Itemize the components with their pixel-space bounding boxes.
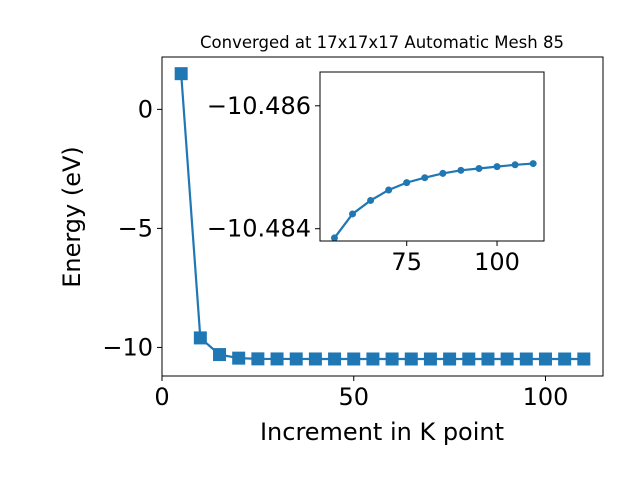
inset-y-tick-label: −10.484: [207, 215, 311, 243]
main-data-point: [193, 331, 207, 345]
inset-data-point: [349, 210, 357, 218]
inset-series-line: [333, 162, 534, 239]
main-data-point: [174, 67, 188, 81]
main-data-point: [519, 352, 533, 366]
main-data-point: [385, 352, 399, 366]
main-plot-frame: [161, 56, 604, 377]
main-data-point: [251, 352, 265, 366]
inset-data-point: [330, 234, 338, 242]
main-data-point: [423, 352, 437, 366]
inset-data-point: [403, 179, 411, 187]
inset-plot: 75 100 −10.486 −10.484: [207, 71, 545, 276]
main-y-tick-label: −10: [102, 333, 153, 361]
inset-data-point: [493, 163, 501, 171]
inset-data-point: [439, 169, 447, 177]
inset-x-tick-label: 75: [391, 248, 422, 276]
main-data-point: [213, 348, 227, 362]
main-data-point: [308, 352, 322, 366]
inset-data-point: [475, 164, 483, 172]
main-data-point: [232, 351, 246, 365]
main-data-point: [558, 352, 572, 366]
main-data-point: [270, 352, 284, 366]
inset-data-point: [511, 161, 519, 169]
main-data-point: [366, 352, 380, 366]
main-data-point: [443, 352, 457, 366]
main-x-tick-label: 50: [338, 383, 369, 411]
inset-y-tick-label: −10.486: [207, 92, 311, 120]
main-y-tick-label: 0: [138, 95, 153, 123]
main-y-tick-label: −5: [118, 214, 153, 242]
main-data-point: [289, 352, 303, 366]
inset-data-point: [421, 174, 429, 182]
main-data-point: [481, 352, 495, 366]
main-data-point: [577, 352, 591, 366]
x-axis-label: Increment in K point: [260, 418, 504, 446]
inset-x-tick-label: 100: [474, 248, 520, 276]
inset-data-point: [457, 166, 465, 174]
inset-data-point: [367, 196, 375, 204]
main-data-point: [538, 352, 552, 366]
main-x-tick-label: 100: [523, 383, 569, 411]
y-axis-label: Energy (eV): [58, 146, 86, 288]
main-x-tick-label: 0: [154, 383, 169, 411]
inset-plot-frame: [319, 71, 545, 242]
inset-data-point: [385, 186, 393, 194]
main-data-point: [500, 352, 514, 366]
main-data-point: [404, 352, 418, 366]
main-data-point: [462, 352, 476, 366]
main-data-point: [347, 352, 361, 366]
main-plot: 0 50 100 0 −5 −10: [102, 56, 604, 411]
inset-data-point: [529, 160, 537, 168]
main-series-line: [180, 73, 584, 361]
main-data-point: [328, 352, 342, 366]
chart-title: Converged at 17x17x17 Automatic Mesh 85: [200, 33, 564, 52]
